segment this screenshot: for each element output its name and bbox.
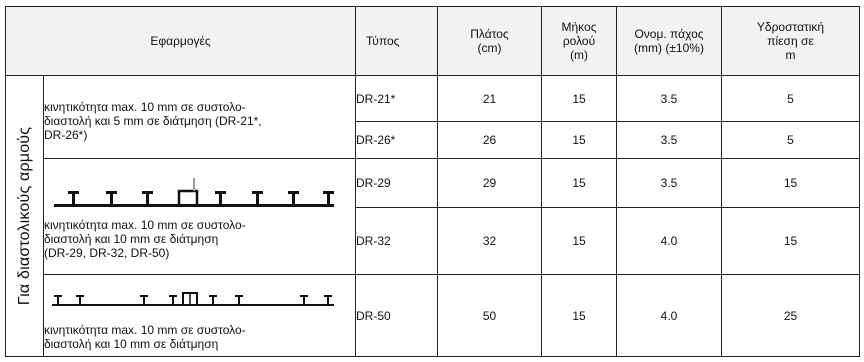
cell-length: 15	[541, 207, 617, 275]
waterstop-profile-figure-large	[54, 177, 334, 207]
cell-thickness: 3.5	[616, 158, 722, 208]
cell-pressure: 5	[721, 121, 860, 159]
cell-width: 32	[437, 207, 542, 275]
cell-length: 15	[541, 75, 617, 122]
cell-type: DR-26*	[355, 121, 438, 159]
cell-type: DR-50	[355, 274, 438, 357]
header-length: Μήκος ρολού (m)	[541, 6, 617, 76]
table-row: κινητικότητα max. 10 mm σε συστολο- διασ…	[6, 158, 860, 275]
cell-width: 29	[437, 158, 542, 208]
header-thickness: Ονομ. πάχος (mm) (±10%)	[616, 6, 722, 76]
cell-type: DR-29	[355, 158, 438, 208]
category-label: Για διαστολικούς αρμούς	[16, 126, 33, 306]
header-length-line2: ρολού	[562, 34, 596, 48]
cell-length: 15	[541, 121, 617, 159]
cell-pressure: 5	[721, 75, 860, 122]
description-line: κινητικότητα max. 10 mm σε συστολο-	[44, 322, 246, 337]
cell-width: 50	[437, 274, 542, 357]
description-group3: κινητικότητα max. 10 mm σε συστολο- διασ…	[43, 274, 356, 357]
table-row: DR-26* 26 15 3.5 5	[6, 121, 860, 159]
profile-large-drawing	[54, 177, 334, 207]
waterstop-spec-table: Εφαρμογές Τύπος Πλάτος (cm) Μήκος ρολού …	[5, 6, 860, 357]
header-row: Εφαρμογές Τύπος Πλάτος (cm) Μήκος ρολού …	[5, 6, 860, 76]
category-cell: Για διαστολικούς αρμούς	[5, 75, 44, 357]
profile-small-drawing	[52, 291, 334, 306]
header-type: Τύπος	[355, 6, 438, 76]
description-line: διαστολή και 10 mm σε διάτμηση	[44, 231, 219, 246]
header-pressure-line3: m	[785, 48, 796, 62]
cell-width: 26	[437, 121, 542, 159]
description-line: DR-26*)	[44, 127, 88, 142]
cell-pressure: 15	[721, 158, 860, 208]
cell-pressure: 15	[721, 207, 860, 275]
description-line: κινητικότητα max. 10 mm σε συστολο-	[44, 99, 246, 114]
table-row: Για διαστολικούς αρμούς κινητικότητα max…	[5, 75, 860, 357]
header-width-line1: Πλάτος	[470, 27, 509, 41]
cell-type: DR-21*	[355, 75, 438, 122]
table-row: κινητικότητα max. 10 mm σε συστολο- διασ…	[6, 274, 860, 357]
description-group2: κινητικότητα max. 10 mm σε συστολο- διασ…	[43, 158, 356, 275]
header-pressure-line2: πίεση σε	[767, 34, 814, 48]
waterstop-profile-figure-small	[52, 291, 334, 306]
description-line: διαστολή και 5 mm σε διάτμηση (DR-21*,	[44, 113, 262, 128]
description-line: διαστολή και 10 mm σε διάτμηση	[44, 336, 219, 351]
header-width: Πλάτος (cm)	[437, 6, 542, 76]
description-line: κινητικότητα max. 10 mm σε συστολο-	[44, 217, 246, 232]
cell-width: 21	[437, 75, 542, 122]
header-thickness-line2: (mm) (±10%)	[634, 41, 704, 55]
header-pressure-line1: Υδροστατική	[756, 20, 825, 34]
header-pressure: Υδροστατική πίεση σε m	[721, 6, 860, 76]
cell-length: 15	[541, 158, 617, 208]
cell-thickness: 3.5	[616, 75, 722, 122]
description-line: (DR-29, DR-32, DR-50)	[44, 245, 170, 260]
cell-pressure: 25	[721, 274, 860, 357]
header-length-line1: Μήκος	[561, 20, 597, 34]
description-group1: κινητικότητα max. 10 mm σε συστολο- διασ…	[43, 75, 356, 159]
cell-thickness: 4.0	[616, 207, 722, 275]
cell-thickness: 3.5	[616, 121, 722, 159]
header-length-line3: (m)	[570, 48, 588, 62]
cell-type: DR-32	[355, 207, 438, 275]
header-thickness-line1: Ονομ. πάχος	[634, 27, 704, 41]
cell-thickness: 4.0	[616, 274, 722, 357]
cell-length: 15	[541, 274, 617, 357]
header-width-line2: (cm)	[477, 41, 502, 55]
table-row: DR-32 32 15 4.0 15	[6, 207, 860, 275]
header-applications: Εφαρμογές	[5, 6, 356, 76]
